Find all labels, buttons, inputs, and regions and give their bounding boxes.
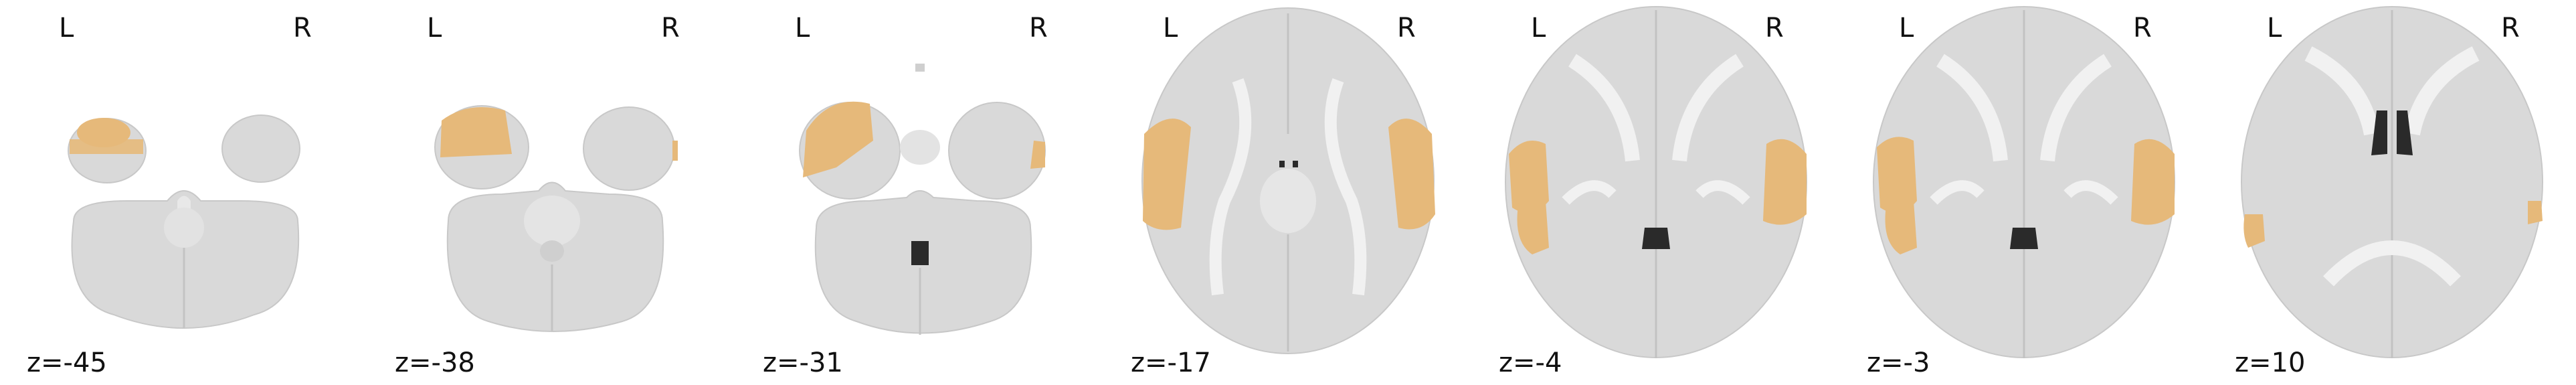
slice-coordinate-label: z=-31: [763, 348, 843, 378]
slice-image-2: [434, 105, 678, 332]
slice-image-4: [1141, 7, 1435, 354]
orientation-left-label: L: [59, 13, 74, 44]
slice-coordinate-label: z=-4: [1499, 348, 1562, 378]
slice-panel-3: L R z=-31: [736, 0, 1104, 385]
slice-panel-5: L R z=-4: [1472, 0, 1840, 385]
orientation-left-label: L: [795, 13, 810, 44]
orientation-left-label: L: [1899, 13, 1914, 44]
orientation-right-label: R: [293, 13, 312, 44]
slice-image-7: [2241, 6, 2543, 358]
orientation-left-label: L: [1163, 13, 1178, 44]
slice-coordinate-label: z=-38: [395, 348, 475, 378]
slice-coordinate-label: z=10: [2235, 348, 2306, 378]
orientation-right-label: R: [2501, 13, 2520, 44]
orientation-left-label: L: [1531, 13, 1546, 44]
slice-image-5: [1505, 6, 1807, 358]
slice-panel-7: L R z=10: [2208, 0, 2576, 385]
orientation-right-label: R: [661, 13, 680, 44]
orientation-left-label: L: [427, 13, 442, 44]
slice-panel-6: L R z=-3: [1840, 0, 2208, 385]
slice-coordinate-label: z=-45: [27, 348, 107, 378]
slice-image-3: [799, 64, 1046, 335]
slice-image-6: [1873, 6, 2175, 358]
slice-panel-1: L R z=-45: [0, 0, 368, 385]
slice-panel-2: L R z=-38: [368, 0, 736, 385]
orientation-left-label: L: [2267, 13, 2282, 44]
orientation-right-label: R: [1397, 13, 1416, 44]
orientation-right-label: R: [1765, 13, 1784, 44]
orientation-right-label: R: [1029, 13, 1048, 44]
slice-image-1: [68, 114, 300, 329]
slice-coordinate-label: z=-17: [1131, 348, 1211, 378]
slice-coordinate-label: z=-3: [1867, 348, 1930, 378]
slice-panel-4: L R z=-17: [1104, 0, 1472, 385]
orientation-right-label: R: [2133, 13, 2152, 44]
